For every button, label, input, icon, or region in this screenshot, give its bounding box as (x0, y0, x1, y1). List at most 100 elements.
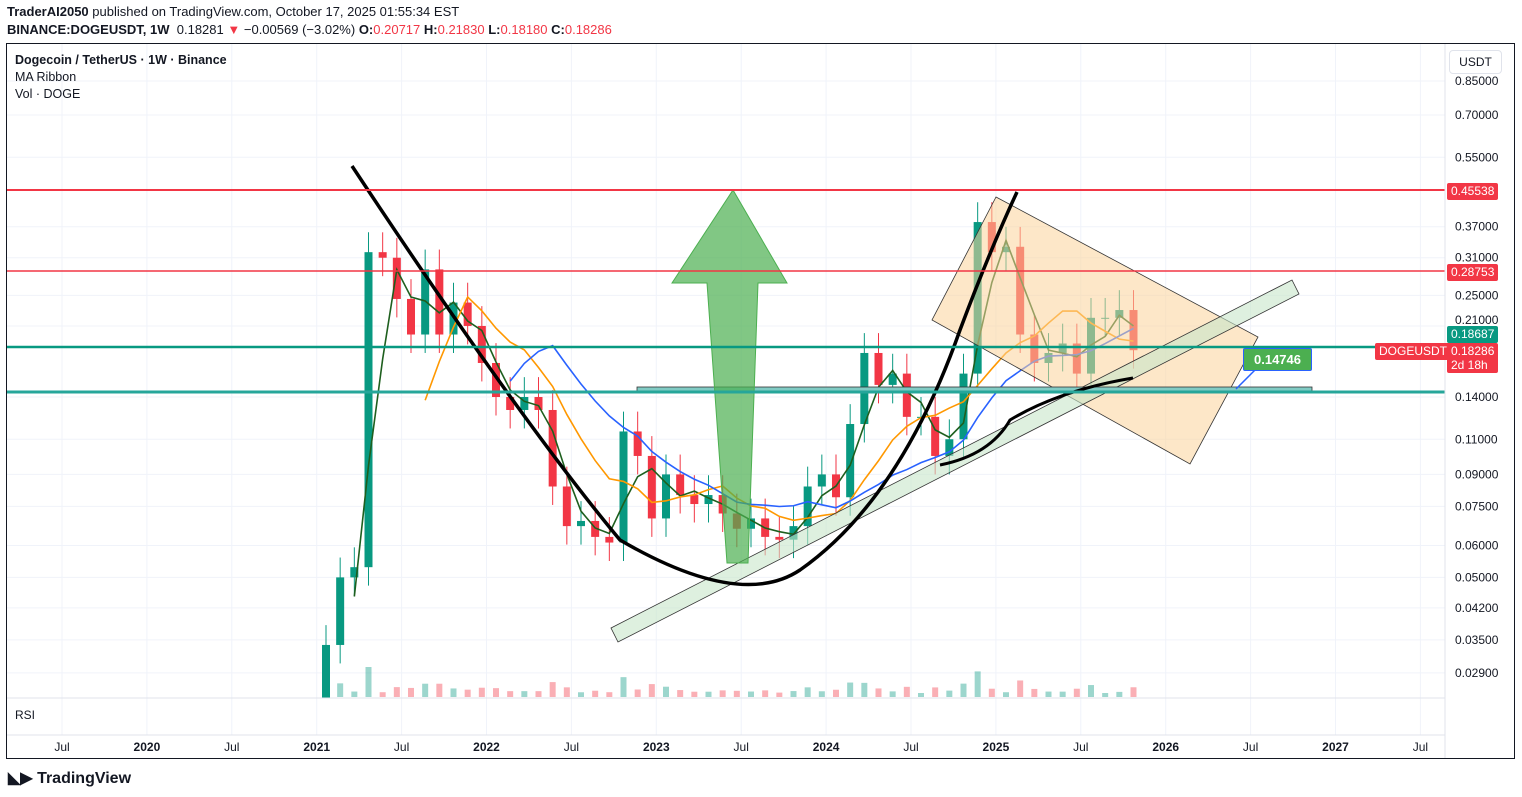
volume-bar (1059, 691, 1066, 697)
volume-bar (776, 692, 783, 697)
candle-body (789, 526, 798, 540)
rsi-label[interactable]: RSI (15, 708, 36, 722)
volume-bar (1017, 680, 1024, 697)
candle-body (959, 373, 968, 440)
volume-bar (464, 689, 471, 697)
volume-bar (889, 691, 896, 697)
volume-bar (1130, 687, 1137, 697)
volume-bar (408, 687, 414, 697)
x-tick-label: 2020 (134, 740, 161, 754)
chart-legend: Dogecoin / TetherUS · 1W · Binance MA Ri… (15, 52, 227, 103)
o-label: O: (358, 22, 374, 37)
change: −0.00569 (−3.02%) (243, 22, 356, 37)
volume-bar (1045, 691, 1052, 697)
candle-body (902, 373, 911, 417)
legend-volume[interactable]: Vol · DOGE (15, 87, 81, 101)
volume-bar (563, 687, 570, 697)
ohlc-bar: BINANCE:DOGEUSDT, 1W 0.18281 ▼ −0.00569 … (7, 22, 612, 37)
candle-body (817, 474, 826, 487)
brand-name: TradingView (37, 770, 132, 787)
volume-bar (648, 684, 655, 697)
candle-body (407, 298, 415, 335)
volume-bar (847, 682, 854, 697)
legend-ma-ribbon[interactable]: MA Ribbon (15, 70, 77, 84)
volume-bar (1003, 692, 1009, 697)
volume-bar (521, 691, 528, 697)
x-tick-label: 2027 (1322, 740, 1349, 754)
author[interactable]: TraderAI2050 (7, 4, 89, 19)
legend-title[interactable]: Dogecoin / TetherUS · 1W · Binance (15, 53, 227, 67)
volume-bar (478, 687, 485, 697)
descending-channel[interactable] (931, 196, 1259, 465)
volume-bar (790, 691, 797, 697)
volume-bar (379, 692, 386, 697)
y-tick-label: 0.21000 (1455, 313, 1499, 327)
last-price: 0.18281 (176, 22, 224, 37)
x-tick-label: Jul (224, 740, 239, 754)
volume-bar (450, 688, 457, 697)
candle-body (577, 520, 585, 527)
volume-bar (705, 691, 712, 697)
symbol: BINANCE:DOGEUSDT, 1W (7, 22, 170, 37)
candle-body (945, 439, 954, 456)
candle-body (392, 257, 401, 299)
candle-body (803, 486, 812, 527)
volume-bar (946, 690, 953, 697)
up-arrow (671, 189, 788, 564)
countdown: 2d 18h (1451, 358, 1488, 372)
candle-body (633, 431, 642, 456)
candle-body (931, 416, 940, 456)
x-tick-label: Jul (54, 740, 69, 754)
x-tick-label: 2021 (303, 740, 330, 754)
candle-body (435, 269, 444, 335)
currency-button[interactable]: USDT (1449, 50, 1502, 74)
volume-bar (1116, 691, 1123, 697)
y-tick-label: 0.31000 (1455, 251, 1499, 265)
target-label[interactable]: 0.14746 (1243, 348, 1312, 371)
tv-logo-icon: ◣▶ (8, 770, 33, 787)
volume-bar (337, 683, 344, 697)
volume-bar (733, 690, 740, 697)
candle-body (336, 577, 345, 645)
candle-body (775, 536, 784, 540)
volume-bar (804, 687, 811, 697)
volume-bar (620, 677, 627, 697)
volume-bar (960, 683, 967, 697)
volume-bar (393, 687, 400, 697)
l-label: L: (488, 22, 501, 37)
candle-body (506, 397, 515, 410)
x-tick-label: 2025 (983, 740, 1010, 754)
volume-bar (974, 671, 981, 697)
candle-body (704, 495, 713, 505)
volume-bar (592, 690, 599, 697)
high: 0.21830 (437, 22, 485, 37)
down-arrow-icon: ▼ (227, 22, 241, 37)
candle-body (676, 474, 685, 496)
resistance-tag-1: 0.45538 (1447, 183, 1499, 200)
y-tick-label: 0.03500 (1455, 633, 1499, 647)
handle-curve (939, 376, 1134, 467)
candle-body (378, 252, 387, 258)
volume-bar (663, 686, 669, 697)
volume-bar (875, 688, 882, 697)
y-tick-label: 0.11000 (1455, 432, 1498, 446)
candle-body (322, 644, 330, 698)
volume-bar (861, 682, 868, 697)
candle-body (690, 495, 699, 505)
chart-frame[interactable] (6, 43, 1515, 759)
volume-bar (365, 667, 372, 697)
open: 0.20717 (373, 22, 421, 37)
volume-bar (1102, 693, 1109, 697)
candle-body (534, 397, 543, 410)
candle-body (520, 397, 529, 410)
y-tick-label: 0.06000 (1455, 538, 1499, 552)
volume-bar (1088, 685, 1094, 697)
candle-body (747, 518, 755, 529)
candle-body (562, 486, 571, 527)
cup-curve[interactable] (350, 165, 1019, 587)
candle-body (662, 474, 670, 519)
x-tick-label: Jul (1243, 740, 1258, 754)
candle-body (591, 520, 600, 537)
y-tick-label: 0.70000 (1455, 108, 1499, 122)
